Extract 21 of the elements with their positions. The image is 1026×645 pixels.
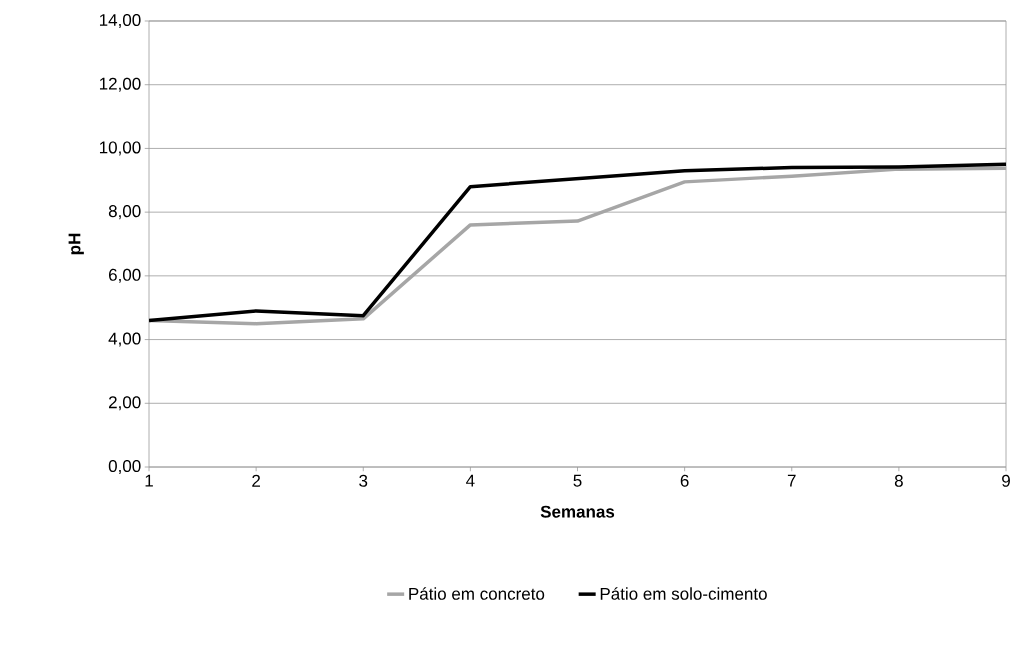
x-tick-label: 4 xyxy=(466,474,475,487)
y-axis-title: pH xyxy=(68,233,84,255)
x-tick-label: 7 xyxy=(787,474,796,487)
y-tick-label: 12,00 xyxy=(99,77,141,92)
x-tick-label: 1 xyxy=(145,474,153,487)
y-tick-label: 6,00 xyxy=(109,268,141,283)
y-tick-label: 10,00 xyxy=(99,141,141,156)
x-tick-label: 5 xyxy=(573,474,582,487)
x-tick-label: 3 xyxy=(359,474,368,487)
x-tick-label: 9 xyxy=(1002,474,1010,487)
y-tick-label: 0,00 xyxy=(108,459,141,475)
x-tick-label: 8 xyxy=(894,474,903,487)
legend-label: Pátio em concreto xyxy=(409,587,545,600)
y-tick-label: 8,00 xyxy=(108,205,141,220)
x-axis-title: Semanas xyxy=(540,505,615,518)
legend-label: Pátio em solo-cimento xyxy=(600,587,767,600)
y-tick-label: 14,00 xyxy=(99,13,141,29)
x-tick-label: 6 xyxy=(680,474,689,487)
y-tick-label: 2,00 xyxy=(109,396,141,411)
x-tick-label: 2 xyxy=(252,474,260,487)
y-tick-label: 4,00 xyxy=(108,332,141,347)
